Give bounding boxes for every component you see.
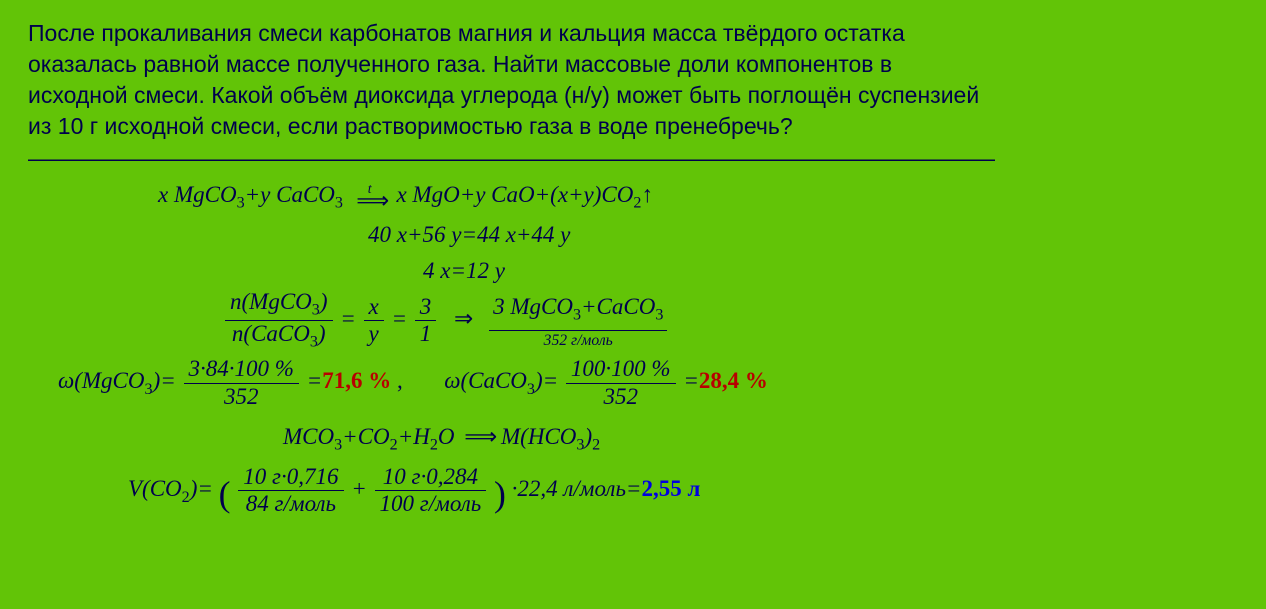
volume-calc: V(CO2)= ( 10 г·0,716 84 г/моль + 10 г·0,… [28,464,1238,522]
result-mg: 71,6 % [322,368,391,393]
problem-line: После прокаливания смеси карбонатов магн… [28,20,905,46]
reaction-arrow: t ⟹ [349,185,391,209]
mass-fractions: ω(MgCO3)= 3·84·100 % 352 =71,6 % , ω(CaC… [28,356,1238,410]
reaction-equation: x MgCO3+y CaCO3 t ⟹ x MgO+y CaO+(x+y)CO2… [28,178,1238,216]
problem-line: оказалась равной массе полученного газа.… [28,51,892,77]
bicarbonate-reaction: MCO3+CO2+H2O ⟹ M(HCO3)2 [28,420,1238,458]
mass-balance: 40 x+56 y=44 x+44 y [28,218,1238,253]
mole-ratio: n(MgCO3) n(CaCO3) = x y = 3 1 ⇒ 3 MgCO3+… [28,289,1238,352]
solution-block: x MgCO3+y CaCO3 t ⟹ x MgO+y CaO+(x+y)CO2… [28,178,1238,521]
result-volume: 2,55 л [641,476,700,501]
divider-line: ――――――――――――――――――――――――――――――――――――――――… [28,146,1238,172]
combined-formula: 3 MgCO3+CaCO3 352 г/моль [489,290,667,351]
problem-line: исходной смеси. Какой объём диоксида угл… [28,82,979,108]
problem-line: из 10 г исходной смеси, если растворимос… [28,113,793,139]
problem-text: После прокаливания смеси карбонатов магн… [28,18,1238,142]
result-ca: 28,4 % [699,368,768,393]
simplified: 4 x=12 y [28,254,1238,289]
